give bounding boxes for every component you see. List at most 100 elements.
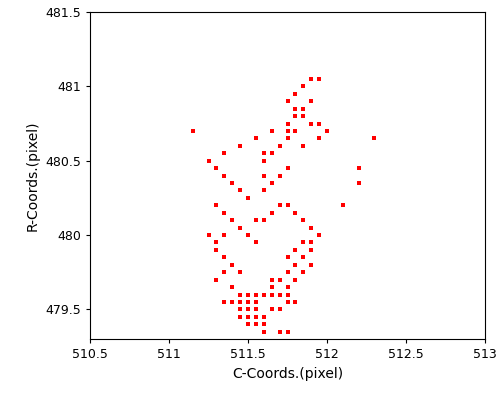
- Point: [260, 150, 268, 156]
- Point: [244, 299, 252, 305]
- Point: [323, 128, 331, 134]
- Point: [268, 180, 276, 186]
- Point: [268, 291, 276, 298]
- Point: [252, 217, 260, 223]
- Point: [339, 202, 347, 209]
- Point: [212, 277, 220, 283]
- Point: [292, 262, 300, 268]
- Point: [244, 291, 252, 298]
- Point: [228, 180, 236, 186]
- Point: [284, 269, 292, 275]
- Point: [300, 254, 308, 261]
- Point: [276, 306, 283, 312]
- Point: [276, 172, 283, 179]
- Point: [244, 195, 252, 201]
- Point: [292, 247, 300, 253]
- Point: [276, 328, 283, 335]
- Point: [220, 299, 228, 305]
- Point: [260, 321, 268, 328]
- Point: [284, 299, 292, 305]
- Point: [284, 291, 292, 298]
- Point: [268, 284, 276, 290]
- Point: [370, 135, 378, 142]
- Point: [212, 165, 220, 171]
- Point: [260, 158, 268, 164]
- Point: [236, 142, 244, 149]
- Point: [228, 217, 236, 223]
- Point: [300, 113, 308, 119]
- Point: [236, 314, 244, 320]
- Point: [244, 314, 252, 320]
- Point: [236, 291, 244, 298]
- Point: [307, 76, 315, 82]
- Point: [228, 262, 236, 268]
- Point: [220, 209, 228, 216]
- Point: [244, 232, 252, 238]
- Point: [204, 158, 212, 164]
- Point: [252, 314, 260, 320]
- Point: [307, 239, 315, 246]
- Point: [260, 328, 268, 335]
- Point: [252, 299, 260, 305]
- Point: [315, 135, 323, 142]
- Point: [276, 291, 283, 298]
- Point: [220, 254, 228, 261]
- Point: [315, 76, 323, 82]
- Point: [315, 232, 323, 238]
- Point: [307, 98, 315, 105]
- Point: [244, 321, 252, 328]
- Point: [307, 120, 315, 127]
- Point: [236, 224, 244, 231]
- Point: [236, 306, 244, 312]
- Point: [252, 306, 260, 312]
- Point: [268, 150, 276, 156]
- Point: [284, 135, 292, 142]
- Point: [228, 217, 236, 223]
- Point: [260, 172, 268, 179]
- Point: [315, 120, 323, 127]
- Point: [268, 306, 276, 312]
- Point: [300, 83, 308, 89]
- Point: [244, 314, 252, 320]
- Point: [354, 180, 362, 186]
- Point: [220, 150, 228, 156]
- Point: [292, 113, 300, 119]
- Point: [188, 128, 196, 134]
- Point: [300, 105, 308, 112]
- Point: [252, 314, 260, 320]
- Point: [300, 113, 308, 119]
- Point: [292, 277, 300, 283]
- Point: [228, 299, 236, 305]
- Point: [284, 128, 292, 134]
- Y-axis label: R-Coords.(pixel): R-Coords.(pixel): [26, 120, 40, 231]
- Point: [220, 269, 228, 275]
- Point: [260, 291, 268, 298]
- Point: [300, 217, 308, 223]
- Point: [220, 209, 228, 216]
- Point: [260, 314, 268, 320]
- Point: [292, 209, 300, 216]
- Point: [284, 254, 292, 261]
- Point: [300, 239, 308, 246]
- Point: [268, 277, 276, 283]
- X-axis label: C-Coords.(pixel): C-Coords.(pixel): [232, 367, 343, 381]
- Point: [220, 172, 228, 179]
- Point: [276, 202, 283, 209]
- Point: [354, 165, 362, 171]
- Point: [284, 120, 292, 127]
- Point: [228, 299, 236, 305]
- Point: [268, 209, 276, 216]
- Point: [236, 269, 244, 275]
- Point: [252, 291, 260, 298]
- Point: [228, 284, 236, 290]
- Point: [212, 202, 220, 209]
- Point: [260, 217, 268, 223]
- Point: [300, 142, 308, 149]
- Point: [276, 291, 283, 298]
- Point: [260, 314, 268, 320]
- Point: [284, 120, 292, 127]
- Point: [236, 224, 244, 231]
- Point: [244, 306, 252, 312]
- Point: [307, 247, 315, 253]
- Point: [268, 128, 276, 134]
